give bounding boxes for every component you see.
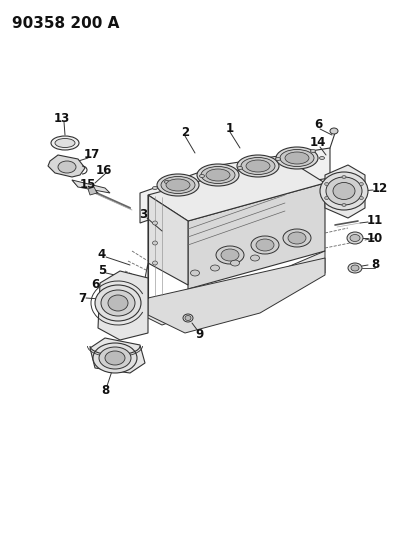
Text: 16: 16 (96, 165, 112, 177)
Ellipse shape (330, 128, 338, 134)
Ellipse shape (237, 155, 279, 177)
Text: 2: 2 (181, 126, 189, 140)
Ellipse shape (210, 265, 220, 271)
Text: 12: 12 (372, 182, 388, 195)
Text: 4: 4 (98, 248, 106, 262)
Ellipse shape (351, 265, 359, 271)
Text: 17: 17 (84, 149, 100, 161)
Ellipse shape (221, 249, 239, 261)
Ellipse shape (359, 182, 363, 185)
Text: 8: 8 (101, 384, 109, 397)
Ellipse shape (333, 182, 355, 199)
Ellipse shape (320, 172, 368, 210)
Polygon shape (148, 195, 188, 285)
Ellipse shape (157, 174, 199, 196)
Ellipse shape (185, 316, 191, 320)
Text: 15: 15 (80, 179, 96, 191)
Ellipse shape (280, 149, 314, 166)
Ellipse shape (288, 232, 306, 244)
Ellipse shape (108, 295, 128, 311)
Text: 7: 7 (78, 292, 86, 304)
Polygon shape (138, 251, 325, 325)
Ellipse shape (348, 263, 362, 273)
Ellipse shape (183, 314, 193, 322)
Ellipse shape (152, 241, 158, 245)
Polygon shape (188, 183, 325, 289)
Polygon shape (325, 165, 365, 218)
Ellipse shape (105, 351, 125, 365)
Ellipse shape (190, 270, 200, 276)
Ellipse shape (164, 181, 170, 183)
Ellipse shape (197, 164, 239, 186)
Ellipse shape (246, 160, 270, 172)
Ellipse shape (256, 239, 274, 251)
Ellipse shape (350, 235, 360, 241)
Ellipse shape (206, 169, 230, 181)
Text: 1: 1 (226, 122, 234, 134)
Text: 13: 13 (54, 111, 70, 125)
Text: 5: 5 (98, 264, 106, 278)
Text: 10: 10 (367, 231, 383, 245)
Ellipse shape (241, 157, 275, 174)
Ellipse shape (325, 197, 329, 199)
Polygon shape (48, 155, 85, 177)
Ellipse shape (342, 175, 346, 179)
Ellipse shape (347, 232, 363, 244)
Ellipse shape (250, 255, 260, 261)
Ellipse shape (276, 147, 318, 169)
Ellipse shape (320, 157, 324, 159)
Ellipse shape (99, 347, 131, 369)
Ellipse shape (161, 176, 195, 193)
Ellipse shape (95, 285, 141, 321)
Polygon shape (148, 258, 325, 333)
Ellipse shape (201, 166, 235, 183)
Ellipse shape (325, 182, 329, 185)
Ellipse shape (283, 229, 311, 247)
Polygon shape (90, 338, 145, 373)
Text: 6: 6 (91, 279, 99, 292)
Ellipse shape (230, 260, 240, 266)
Text: 9: 9 (196, 328, 204, 342)
Ellipse shape (238, 166, 242, 169)
Text: 3: 3 (139, 208, 147, 222)
Ellipse shape (276, 157, 280, 160)
Ellipse shape (216, 246, 244, 264)
Ellipse shape (152, 261, 158, 265)
Polygon shape (140, 148, 330, 223)
Ellipse shape (58, 161, 76, 173)
Ellipse shape (310, 149, 316, 152)
Text: 8: 8 (371, 259, 379, 271)
Polygon shape (72, 180, 110, 193)
Ellipse shape (342, 204, 346, 206)
Polygon shape (98, 271, 148, 340)
Ellipse shape (285, 152, 309, 164)
Polygon shape (148, 158, 325, 221)
Polygon shape (88, 187, 97, 195)
Ellipse shape (152, 221, 158, 225)
Ellipse shape (93, 343, 137, 373)
Text: 6: 6 (314, 118, 322, 132)
Text: 11: 11 (367, 214, 383, 228)
Ellipse shape (51, 136, 79, 150)
Ellipse shape (359, 197, 363, 199)
Ellipse shape (55, 139, 75, 148)
Text: 90358 200 A: 90358 200 A (12, 15, 119, 30)
Ellipse shape (166, 179, 190, 191)
Text: 14: 14 (310, 136, 326, 149)
Ellipse shape (101, 290, 135, 316)
Ellipse shape (152, 187, 158, 190)
Ellipse shape (200, 174, 204, 177)
Ellipse shape (251, 236, 279, 254)
Ellipse shape (326, 177, 362, 205)
